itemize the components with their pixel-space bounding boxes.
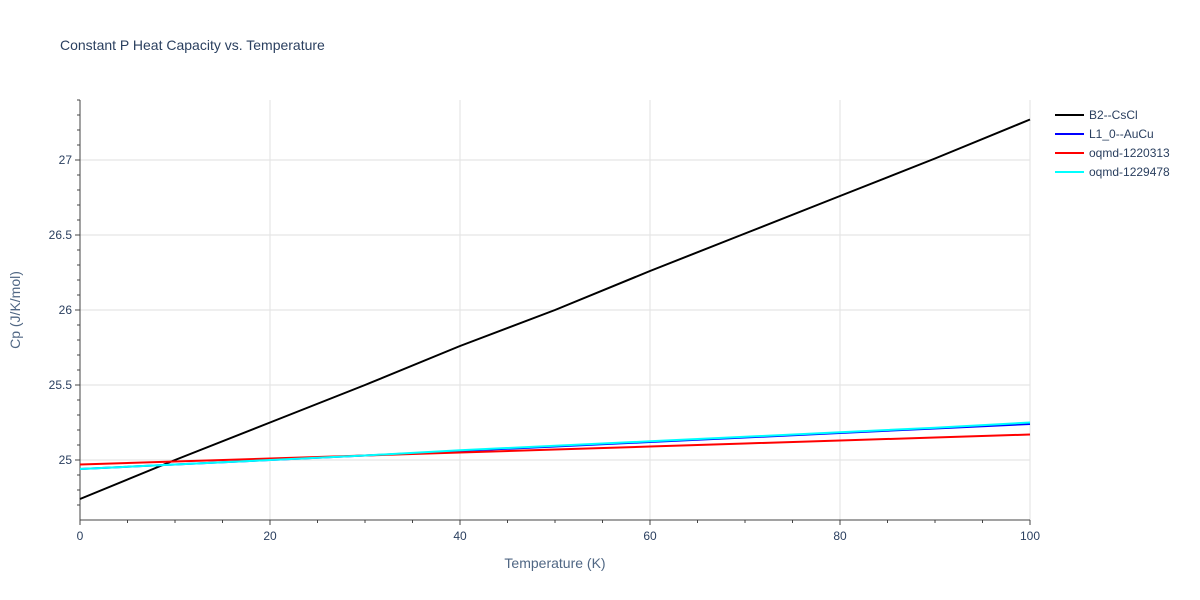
y-tick-label: 25.5 xyxy=(49,378,73,392)
legend-item-b2-cscl[interactable]: B2--CsCl xyxy=(1055,108,1138,122)
x-tick-label: 0 xyxy=(77,529,84,543)
legend-item-oqmd-1229478[interactable]: oqmd-1229478 xyxy=(1055,165,1170,179)
legend-label: B2--CsCl xyxy=(1089,108,1138,122)
y-tick-label: 26.5 xyxy=(49,228,73,242)
x-tick-label: 80 xyxy=(833,529,847,543)
series-line-b2-cscl xyxy=(79,118,1031,500)
y-tick-label: 26 xyxy=(59,303,73,317)
legend-label: oqmd-1220313 xyxy=(1089,146,1170,160)
series-line-oqmd-1220313 xyxy=(79,433,1031,466)
y-axis-title: Cp (J/K/mol) xyxy=(7,271,23,349)
y-tick-label: 27 xyxy=(59,153,73,167)
x-axis-title: Temperature (K) xyxy=(504,555,605,571)
axis-layer: 0 20 40 60 80 100 25 25.5 26 26.5 27 xyxy=(49,99,1040,543)
x-tick-label: 20 xyxy=(263,529,277,543)
legend[interactable]: B2--CsCl L1_0--AuCu oqmd-1220313 oqmd-12294… xyxy=(1055,108,1170,179)
x-tick-label: 40 xyxy=(453,529,467,543)
legend-label: oqmd-1229478 xyxy=(1089,165,1170,179)
chart-title: Constant P Heat Capacity vs. Temperature xyxy=(60,37,325,53)
legend-label: L1_0--AuCu xyxy=(1089,127,1154,141)
y-tick-label: 25 xyxy=(59,453,73,467)
series-line-oqmd-1229478 xyxy=(79,421,1031,470)
series-layer xyxy=(79,118,1031,500)
x-tick-label: 100 xyxy=(1020,529,1040,543)
x-tick-label: 60 xyxy=(643,529,657,543)
legend-item-l1-0-aucu[interactable]: L1_0--AuCu xyxy=(1055,127,1154,141)
legend-item-oqmd-1220313[interactable]: oqmd-1220313 xyxy=(1055,146,1170,160)
